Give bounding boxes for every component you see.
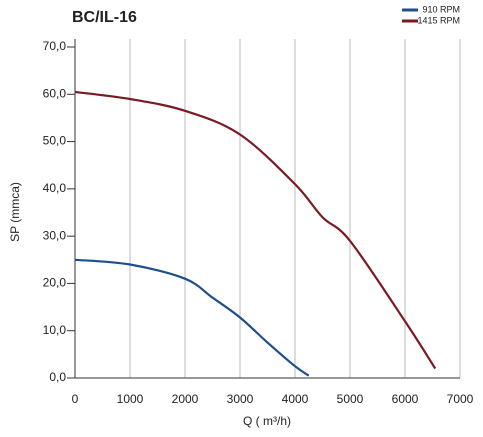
x-tick-label: 1000 — [117, 392, 144, 406]
y-tick-label: 60,0 — [43, 86, 67, 100]
legend-label: 910 RPM — [422, 4, 460, 14]
chart-title: BC/IL-16 — [72, 9, 137, 26]
line-series — [74, 90, 437, 370]
x-tick-label: 7000 — [447, 392, 474, 406]
y-axis-label: SP (mmca) — [8, 182, 22, 242]
x-tick-label: 2000 — [172, 392, 199, 406]
x-axis-label: Q ( m³/h) — [243, 414, 291, 428]
y-tick-label: 40,0 — [43, 181, 67, 195]
legend-label: 1415 RPM — [417, 15, 460, 25]
y-tick-label: 20,0 — [43, 276, 67, 290]
y-tick-label: 70,0 — [43, 39, 67, 53]
y-tick-label: 10,0 — [43, 323, 67, 337]
line-series — [74, 258, 310, 377]
x-tick-label: 3000 — [227, 392, 254, 406]
x-tick-label: 6000 — [392, 392, 419, 406]
x-tick-label: 5000 — [337, 392, 364, 406]
x-tick-label: 0 — [72, 392, 79, 406]
y-tick-label: 50,0 — [43, 134, 67, 148]
y-tick-label: 30,0 — [43, 228, 67, 242]
x-tick-label: 4000 — [282, 392, 309, 406]
y-tick-label: 0,0 — [49, 370, 66, 384]
